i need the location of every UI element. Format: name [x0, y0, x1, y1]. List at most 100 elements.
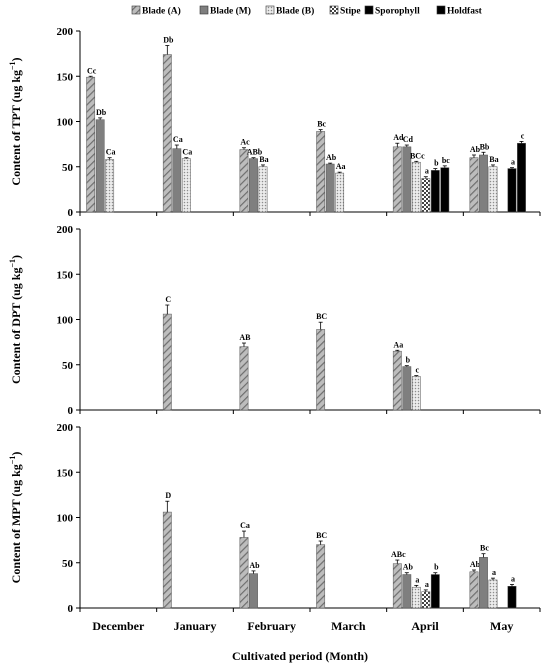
bar-significance-label: Ca [182, 148, 192, 157]
bar [316, 329, 326, 411]
bar-significance-label: Bb [480, 142, 490, 151]
bar-group: Cc [86, 66, 97, 213]
legend-swatch [364, 5, 374, 15]
bar-significance-label: a [511, 158, 515, 167]
bar [162, 511, 172, 609]
bar-significance-label: Ab [326, 153, 337, 162]
legend-label: Sporophyll [375, 7, 420, 17]
bar-group: b [430, 159, 440, 213]
legend-entry-5: Holdfast [436, 5, 483, 17]
bar [249, 573, 258, 609]
bar [392, 350, 402, 411]
bar [411, 161, 421, 213]
y-axis-label: Content of TPT (ug kg−1) [8, 57, 23, 185]
bar [239, 537, 249, 609]
bar-significance-label: Ab [249, 561, 260, 570]
bar-group: c [411, 366, 421, 411]
panel-2: 0 50 100 150 200 Content of MPT (ug kg−1) D Ca A… [8, 422, 541, 615]
bar-group: Ab [469, 145, 481, 213]
panel-1: 0 50 100 150 200 Content of DPT (ug kg−1) C AB B… [8, 224, 541, 417]
bar-group: BC [316, 531, 327, 609]
bar [488, 166, 498, 213]
bar [402, 366, 412, 411]
bar-group: ABb [247, 148, 263, 213]
bar-significance-label: a [415, 575, 419, 584]
y-axis-label: Content of MPT (ug kg−1) [8, 452, 23, 584]
y-tick-label: 200 [57, 26, 74, 38]
y-tick-label: 150 [57, 71, 74, 83]
x-tick-label: March [331, 619, 366, 633]
bar-significance-label: Ac [240, 138, 250, 147]
bar [479, 557, 488, 609]
bar [488, 579, 498, 609]
bar-group: a [507, 158, 517, 213]
y-tick-label: 100 [57, 117, 74, 129]
bar-significance-label: Ca [240, 521, 250, 530]
bar [249, 158, 258, 213]
bar-significance-label: BCc [410, 151, 425, 160]
bar-group: AB [239, 333, 251, 411]
bar-group: D [162, 491, 172, 609]
bar [181, 158, 191, 213]
y-axis-label-sup: −1 [8, 456, 17, 465]
y-axis-label-main: Content of TPT (ug kg [9, 70, 23, 186]
bar-group: a [411, 575, 421, 609]
y-tick-label: 50 [62, 360, 74, 372]
y-tick-label: 50 [62, 162, 74, 174]
bar-group: bc [440, 156, 450, 213]
bar [172, 148, 182, 213]
bar-group: b [402, 356, 412, 411]
bar-significance-label: Ca [173, 135, 183, 144]
bar-significance-label: Ba [259, 155, 268, 164]
bar-significance-label: Cc [87, 66, 97, 75]
bar-significance-label: Ad [393, 133, 404, 142]
bar-significance-label: C [165, 295, 171, 304]
x-tick-label: April [411, 619, 439, 633]
bar [507, 168, 517, 213]
legend-swatch [199, 5, 209, 15]
bar-significance-label: a [425, 167, 429, 176]
bar [162, 54, 172, 213]
bar-group: Ad [392, 133, 404, 213]
bar-group: a [488, 568, 498, 609]
bar-group: Bb [479, 142, 490, 213]
bar-significance-label: Bc [317, 120, 326, 129]
bar-significance-label: BC [316, 531, 327, 540]
y-tick-label: 50 [62, 558, 74, 570]
legend-swatch [329, 5, 339, 15]
bar-group: Ba [258, 155, 269, 213]
y-axis-label: Content of DPT (ug kg−1) [8, 255, 23, 384]
bar-significance-label: Cd [403, 135, 414, 144]
bar-group: Ca [239, 521, 250, 609]
bar-significance-label: Ab [470, 560, 481, 569]
legend-label: Holdfast [447, 7, 483, 17]
bar-significance-label: Aa [393, 340, 403, 349]
bar-group: Ab [469, 560, 481, 609]
bar-significance-label: Db [163, 35, 174, 44]
bar-group: Ba [488, 155, 499, 213]
y-axis-label-end: ) [9, 255, 23, 259]
bar-group: c [517, 131, 526, 213]
x-tick-label: February [247, 619, 296, 633]
bar-group: Bc [479, 544, 489, 609]
bar-group: Cd [402, 135, 414, 213]
bar-group: Ab [325, 153, 337, 213]
bar-significance-label: Ab [403, 563, 414, 572]
bar [402, 574, 412, 609]
legend-swatch [265, 5, 275, 15]
legend-entry-1: Blade (M) [199, 5, 251, 17]
bar-group: a [421, 167, 431, 213]
y-axis-label-main: Content of MPT (ug kg [9, 464, 23, 583]
bar-group: a [421, 580, 431, 609]
bar-group: Ab [402, 563, 414, 609]
legend-label: Blade (A) [142, 6, 181, 17]
bar [469, 571, 479, 609]
bar [86, 76, 96, 213]
bar-group: Ca [172, 135, 183, 213]
bar [95, 119, 105, 213]
bar-group: BC [316, 312, 327, 411]
bar-group: Ca [105, 148, 116, 213]
bar-significance-label: c [416, 366, 420, 375]
bar [316, 544, 326, 609]
